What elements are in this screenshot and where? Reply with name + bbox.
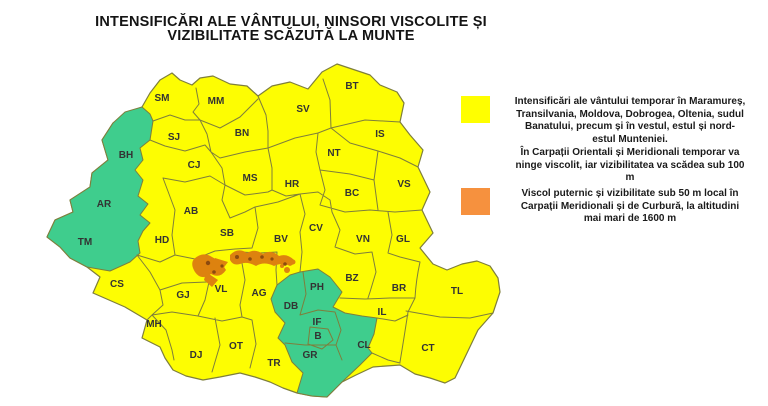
county-label-tl: TL xyxy=(451,286,463,297)
county-label-bc: BC xyxy=(345,188,359,199)
county-label-db: DB xyxy=(284,301,298,312)
green-region-south xyxy=(270,268,378,398)
county-label-bv: BV xyxy=(274,234,288,245)
county-label-cv: CV xyxy=(309,223,323,234)
county-label-ms: MS xyxy=(243,173,258,184)
county-label-bn: BN xyxy=(235,128,249,139)
page-title: INTENSIFICĂRI ALE VÂNTULUI, NINSORI VISC… xyxy=(56,14,526,44)
county-label-br: BR xyxy=(392,283,407,294)
county-label-sv: SV xyxy=(296,104,310,115)
green-region-west xyxy=(46,106,154,272)
county-label-ct: CT xyxy=(421,343,434,354)
county-label-ag: AG xyxy=(252,288,267,299)
county-label-cj: CJ xyxy=(188,160,201,171)
title-line-1: INTENSIFICĂRI ALE VÂNTULUI, NINSORI VISC… xyxy=(95,14,487,30)
county-label-nt: NT xyxy=(327,148,340,159)
county-label-if: IF xyxy=(313,317,322,328)
county-label-bz: BZ xyxy=(345,273,358,284)
county-label-mm: MM xyxy=(208,96,225,107)
county-label-gr: GR xyxy=(303,350,319,361)
county-label-is: IS xyxy=(375,129,385,140)
yellow-warning-swatch xyxy=(461,96,490,123)
county-label-gj: GJ xyxy=(176,290,189,301)
county-label-ab: AB xyxy=(184,206,198,217)
county-label-tm: TM xyxy=(78,237,92,248)
legend-item-yellow: Intensificări ale vântului temporar în M… xyxy=(461,96,766,185)
county-label-gl: GL xyxy=(396,234,410,245)
yellow-warning-text: Intensificări ale vântului temporar în M… xyxy=(514,96,746,184)
county-label-vs: VS xyxy=(397,179,411,190)
orange-zone-specks xyxy=(205,255,287,274)
bucharest-border xyxy=(307,326,334,350)
orange-warning-swatch xyxy=(461,187,490,215)
legend: Intensificări ale vântului temporar în M… xyxy=(461,96,766,229)
title-line-2: VIZIBILITATE SCĂZUTĂ LA MUNTE xyxy=(167,28,415,44)
county-label-sb: SB xyxy=(220,228,234,239)
county-label-tr: TR xyxy=(267,358,281,369)
county-label-vl: VL xyxy=(215,284,228,295)
county-label-sm: SM xyxy=(155,93,170,104)
county-label-mh: MH xyxy=(146,319,162,330)
county-label-ot: OT xyxy=(229,341,243,352)
county-label-il: IL xyxy=(378,307,387,318)
county-label-ph: PH xyxy=(310,282,324,293)
county-label-bh: BH xyxy=(119,150,133,161)
county-label-hd: HD xyxy=(155,235,169,246)
county-label-sj: SJ xyxy=(168,132,180,143)
county-label-hr: HR xyxy=(285,179,300,190)
county-label-bt: BT xyxy=(345,81,358,92)
orange-warning-text: Viscol puternic și vizibilitate sub 50 m… xyxy=(520,187,740,225)
county-label-cs: CS xyxy=(110,279,124,290)
county-label-b: B xyxy=(314,331,321,342)
legend-item-orange: Viscol puternic și vizibilitate sub 50 m… xyxy=(461,187,766,226)
county-label-ar: AR xyxy=(97,199,112,210)
county-label-dj: DJ xyxy=(190,350,203,361)
county-label-vn: VN xyxy=(356,234,370,245)
county-label-cl: CL xyxy=(357,340,370,351)
county-border-lines xyxy=(136,78,494,373)
